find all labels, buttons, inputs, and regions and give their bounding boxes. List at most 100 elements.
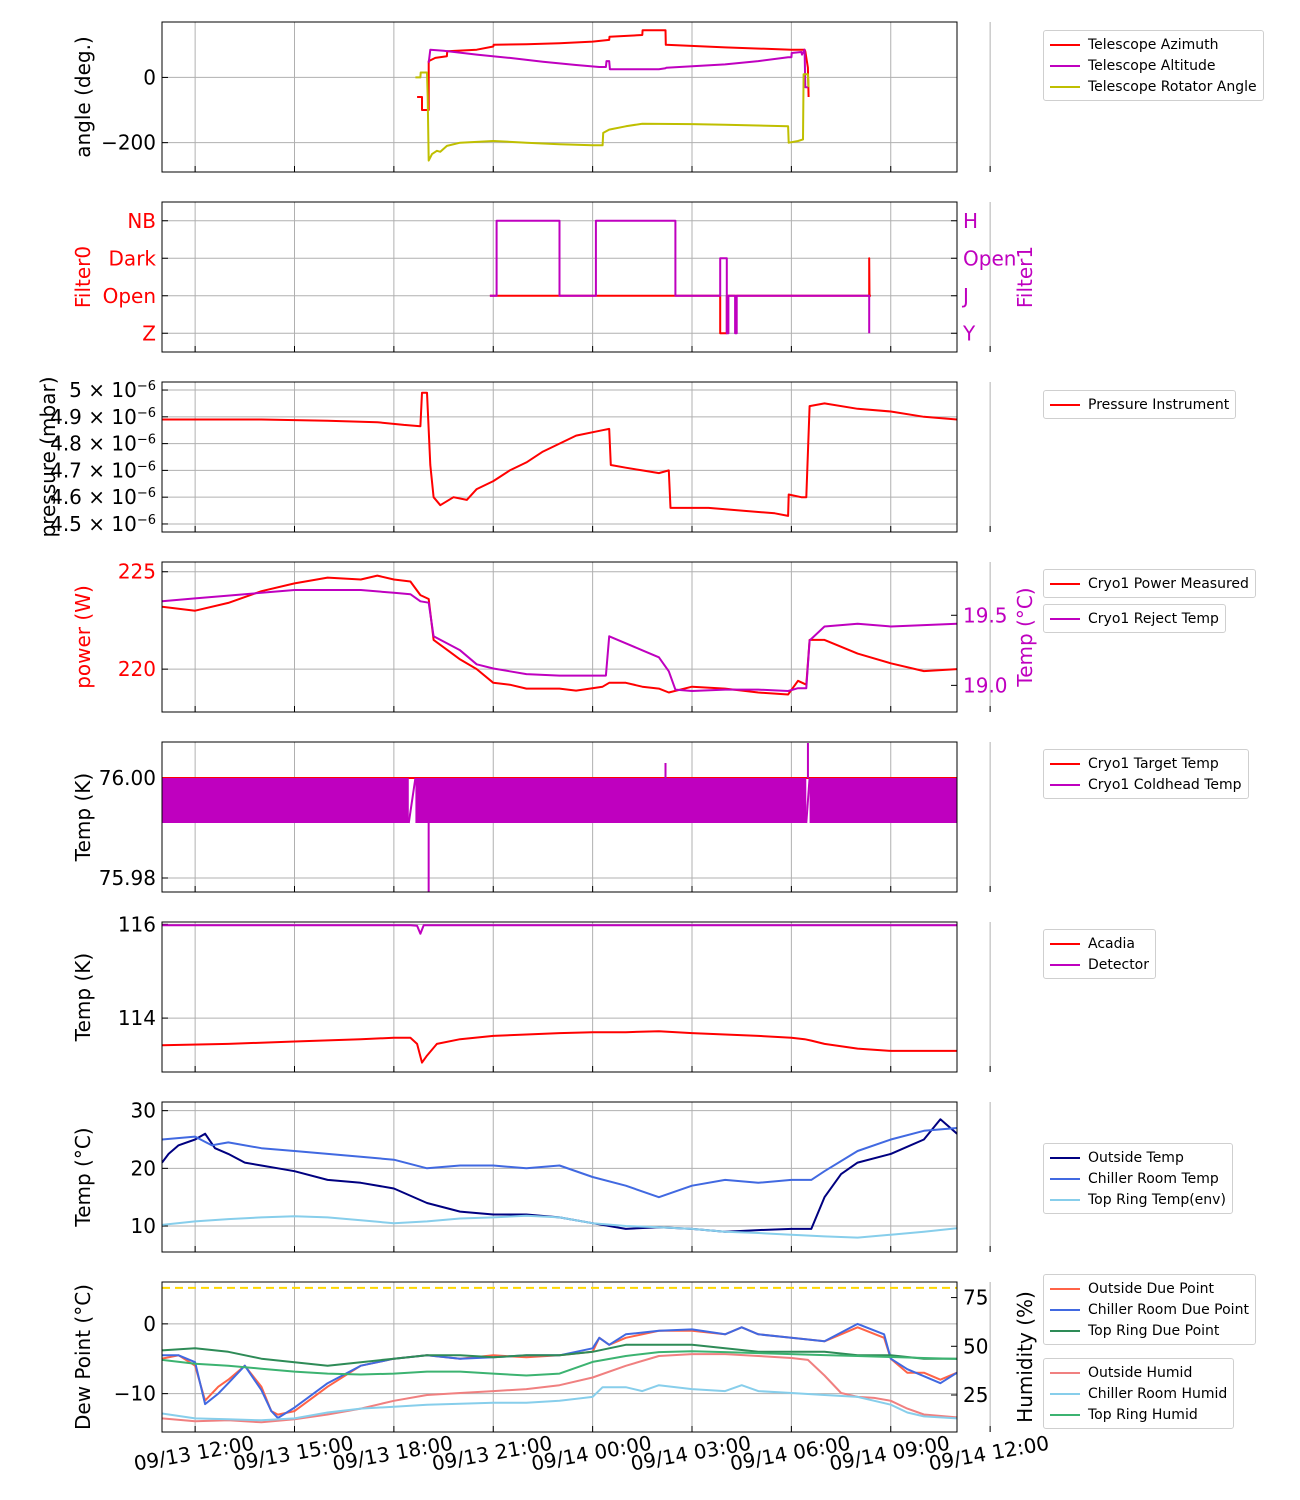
legend-entry: Cryo1 Power Measured — [1050, 573, 1249, 594]
panel-dewpoint: 0 −10 75 50 25 Dew Point (°C) Humidity (%) — [71, 1281, 1037, 1433]
legend-label: Top Ring Due Point — [1088, 1322, 1220, 1339]
legend-swatch — [1050, 963, 1080, 966]
legend-pressure: Pressure Instrument — [1043, 390, 1237, 419]
panel-pressure: 5 × 10−6 4.9 × 10−6 4.8 × 10−64.7 × 10−6 4.… — [36, 376, 991, 538]
panel-env_temp: 30 20 10 Temp (°C) — [71, 1099, 991, 1253]
y-tick-label: 0 — [143, 65, 156, 89]
legend-label: Cryo1 Target Temp — [1088, 755, 1219, 772]
y-tick-label: 10 — [131, 1214, 156, 1238]
legend-swatch — [1050, 1198, 1080, 1201]
legend-entry: Pressure Instrument — [1050, 394, 1229, 415]
legend-swatch — [1050, 43, 1080, 46]
series-cryo1-power-measured — [162, 574, 957, 696]
legend-label: Top Ring Temp(env) — [1088, 1191, 1226, 1208]
legend-label: Cryo1 Power Measured — [1088, 575, 1249, 592]
y-axis-label: pressure (mbar) — [36, 376, 60, 537]
legend-entry: Outside Humid — [1050, 1362, 1227, 1383]
series-top-ring-humid — [162, 1350, 957, 1377]
legend-entry: Top Ring Due Point — [1050, 1320, 1249, 1341]
panel-filters: NB Dark Open Z H Open JY Filter0 Filter1 — [71, 201, 1037, 353]
legend-entry: Outside Temp — [1050, 1147, 1226, 1168]
series-telescope-altitude — [427, 48, 808, 89]
series-cryo1-coldhead-temp-band — [415, 778, 807, 823]
y-tick-label: 4.7 × 10−6 — [50, 458, 156, 482]
legend-env-temp: Outside Temp Chiller Room Temp Top Ring Te… — [1043, 1143, 1233, 1214]
right-y-axis-label: Humidity (%) — [1013, 1291, 1037, 1423]
y-axis-label: Dew Point (°C) — [71, 1284, 95, 1430]
legend-swatch — [1050, 1177, 1080, 1180]
series-cryo1-reject-temp — [162, 589, 957, 692]
legend-label: Top Ring Humid — [1088, 1406, 1198, 1423]
panel-frame — [161, 1101, 958, 1253]
legend-entry: Cryo1 Coldhead Temp — [1050, 774, 1242, 795]
panel-frame — [161, 21, 958, 173]
right-y-tick-label: Open — [963, 246, 1016, 270]
legend-telescope: Telescope Azimuth Telescope Altitude Teles… — [1043, 30, 1264, 101]
y-tick-label: −200 — [101, 131, 156, 155]
legend-swatch — [1050, 942, 1080, 945]
legend-swatch — [1050, 403, 1080, 406]
right-y-tick-label: 50 — [963, 1334, 988, 1358]
legend-cryo-temp: Cryo1 Target Temp Cryo1 Coldhead Temp — [1043, 749, 1249, 799]
series-outside-temp — [162, 1118, 957, 1233]
legend-swatch — [1050, 1329, 1080, 1332]
legend-det-temp: Acadia Detector — [1043, 929, 1157, 979]
y-tick-label: Z — [142, 321, 156, 345]
right-y-axis-label: Temp (°C) — [1013, 587, 1037, 687]
legend-label: Telescope Rotator Angle — [1088, 78, 1257, 95]
y-tick-label: 30 — [131, 1099, 156, 1123]
y-tick-label: 4.9 × 10−6 — [50, 405, 156, 429]
legend-label: Chiller Room Humid — [1088, 1385, 1228, 1402]
series-cryo1-coldhead-temp-band — [809, 778, 957, 823]
y-axis-label: angle (deg.) — [71, 36, 95, 158]
legend-swatch — [1050, 582, 1080, 585]
y-tick-label: 4.6 × 10−6 — [50, 485, 156, 509]
legend-entry: Cryo1 Target Temp — [1050, 753, 1242, 774]
legend-entry: Top Ring Humid — [1050, 1404, 1227, 1425]
legend-swatch — [1050, 762, 1080, 765]
right-y-tick-label: 19.5 — [963, 603, 1008, 627]
legend-label: Cryo1 Coldhead Temp — [1088, 776, 1242, 793]
right-y-tick-label: 19.0 — [963, 673, 1008, 697]
right-y-tick-label: 75 — [963, 1286, 988, 1310]
panel-frame — [161, 381, 958, 533]
panel-frame — [161, 561, 958, 713]
legend-swatch — [1050, 1371, 1080, 1374]
legend-entry: Chiller Room Temp — [1050, 1168, 1226, 1189]
y-tick-label: Open — [103, 284, 156, 308]
y-tick-label: 76.00 — [99, 766, 156, 790]
series-chiller-room-humid — [162, 1384, 957, 1422]
series-top-ring-due-point — [162, 1343, 957, 1367]
legend-entry: Top Ring Temp(env) — [1050, 1189, 1226, 1210]
legend-label: Pressure Instrument — [1088, 396, 1230, 413]
series-pressure-instrument — [162, 391, 957, 517]
legend-label: Telescope Azimuth — [1088, 36, 1219, 53]
panel-cryo_power: 225 220 19.5 19.0 power (W) Temp (°C) — [71, 560, 1037, 713]
legend-swatch — [1050, 1156, 1080, 1159]
y-tick-label: −10 — [114, 1382, 156, 1406]
panel-frame — [161, 201, 958, 353]
legend-entry: Telescope Azimuth — [1050, 34, 1257, 55]
y-axis-label: power (W) — [71, 585, 95, 689]
legend-entry: Chiller Room Due Point — [1050, 1299, 1249, 1320]
right-y-tick-label: H — [963, 209, 978, 233]
legend-label: Outside Temp — [1088, 1149, 1184, 1166]
legend-dewpoint-right: Outside Humid Chiller Room Humid Top Ring … — [1043, 1358, 1235, 1429]
legend-label: Chiller Room Temp — [1088, 1170, 1219, 1187]
right-y-tick-label: Y — [962, 321, 976, 345]
y-tick-label: 116 — [118, 912, 156, 936]
legend-label: Outside Humid — [1088, 1364, 1193, 1381]
series-outside-humid — [162, 1353, 957, 1424]
series-cryo1-coldhead-temp-band — [162, 778, 409, 823]
series-cryo1-coldhead-temp-transition — [407, 777, 417, 824]
series-filter1 — [489, 219, 871, 335]
legend-swatch — [1050, 85, 1080, 88]
series-cryo1-coldhead-temp-transition — [805, 777, 811, 824]
legend-entry: Telescope Altitude — [1050, 55, 1257, 76]
y-axis-label: Temp (°C) — [71, 1127, 95, 1227]
legend-cryo-power: Cryo1 Power Measured — [1043, 569, 1256, 598]
series-top-ring-temp-env — [162, 1214, 957, 1239]
series-acadia — [162, 1030, 957, 1064]
legend-label: Telescope Altitude — [1088, 57, 1216, 74]
y-axis-label: Filter0 — [71, 246, 95, 308]
